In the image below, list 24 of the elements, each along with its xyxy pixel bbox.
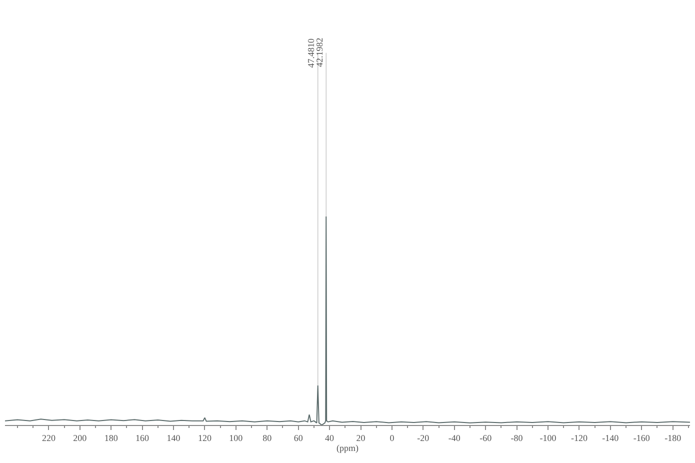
x-tick-label: 120 <box>198 432 212 443</box>
x-tick-label: -100 <box>540 432 557 443</box>
x-tick-label: 0 <box>390 432 395 443</box>
x-tick-label: -120 <box>570 432 588 443</box>
x-tick-label: 100 <box>229 432 244 443</box>
x-tick-label: 20 <box>356 432 366 443</box>
x-tick-label: -40 <box>448 432 461 443</box>
x-axis-title: (ppm) <box>336 442 358 453</box>
x-tick-label: 80 <box>262 432 272 443</box>
annotation: 42.1982 <box>314 38 324 67</box>
x-tick-label: -80 <box>510 432 524 443</box>
x-tick-label: 140 <box>166 432 181 443</box>
x-tick-label: -20 <box>417 432 430 443</box>
x-tick-label: -60 <box>480 432 492 443</box>
x-tick-label: -180 <box>664 432 682 443</box>
x-tick-label: 160 <box>136 432 150 443</box>
x-tick-label: -140 <box>602 432 620 443</box>
x-tick-label: 40 <box>325 432 335 443</box>
x-tick-label: 200 <box>73 432 88 443</box>
x-tick-label: 220 <box>42 432 56 443</box>
x-tick-label: 60 <box>294 432 304 443</box>
x-tick-label: -160 <box>633 432 650 443</box>
x-tick-label: 180 <box>104 432 118 443</box>
annotation: 47.4810 <box>306 38 316 68</box>
